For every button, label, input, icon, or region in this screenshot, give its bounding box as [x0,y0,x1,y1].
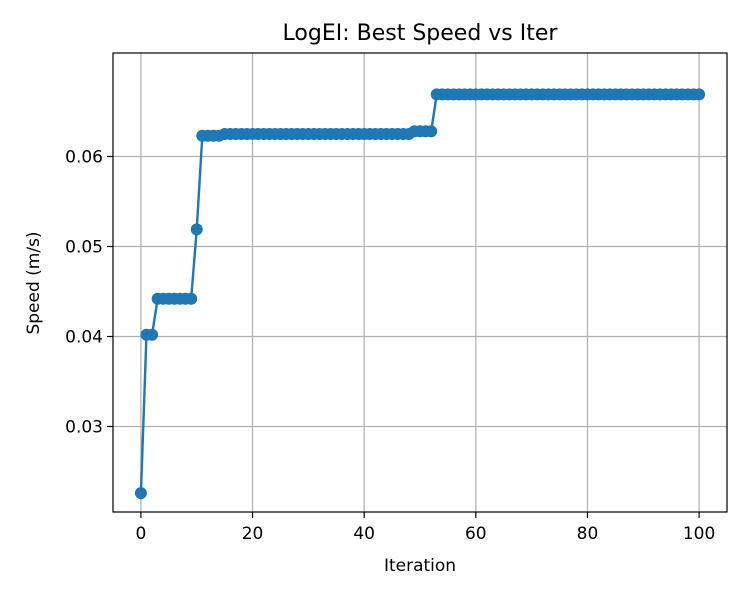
x-tick-label: 40 [353,524,375,544]
data-point [185,292,198,305]
data-series [134,88,706,500]
x-tick-label: 20 [242,524,264,544]
data-point [425,125,438,138]
data-point [146,328,159,341]
chart-title: LogEI: Best Speed vs Iter [283,21,559,46]
x-axis-ticks: 0 20 40 60 80 100 [135,512,715,544]
x-tick-label: 0 [135,524,146,544]
y-tick-label: 0.05 [65,238,103,258]
data-point [190,223,203,236]
data-point [134,487,147,500]
x-axis-label: Iteration [384,556,456,576]
x-tick-label: 60 [465,524,487,544]
y-tick-label: 0.03 [65,418,103,438]
y-tick-label: 0.06 [65,148,103,168]
y-axis-ticks: 0.03 0.04 0.05 0.06 [65,148,113,438]
plot-frame [112,52,728,513]
data-point [693,88,706,101]
y-tick-label: 0.04 [65,328,103,348]
y-axis-label: Speed (m/s) [24,231,44,334]
x-tick-label: 100 [683,524,715,544]
x-tick-label: 80 [577,524,599,544]
plot-area [112,52,728,513]
